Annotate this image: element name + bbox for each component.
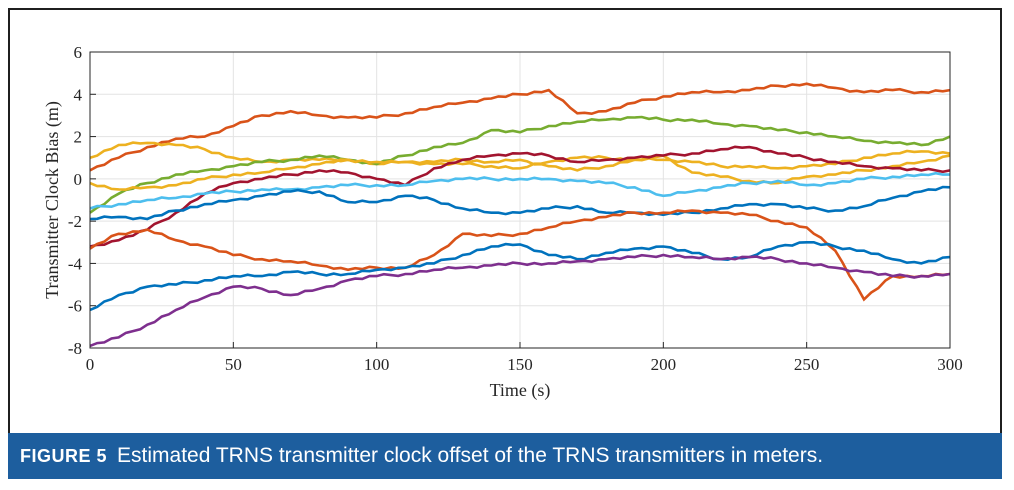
series-lines bbox=[89, 82, 951, 348]
y-tick-label: 2 bbox=[74, 128, 83, 147]
series-line-10 bbox=[89, 253, 951, 348]
series-line-8 bbox=[89, 209, 951, 302]
y-tick-label: 0 bbox=[74, 170, 83, 189]
series-line-7 bbox=[89, 185, 951, 221]
ticks: 0 50 100 150 200 250 300 -8 -6 -4 -2 0 2 4 6 bbox=[68, 43, 963, 374]
series-line-1 bbox=[89, 82, 951, 172]
y-tick-label: -6 bbox=[68, 297, 82, 316]
y-axis-label: Transmitter Clock Bias (m) bbox=[42, 101, 63, 299]
x-tick-label: 300 bbox=[937, 355, 963, 374]
y-tick-label: -4 bbox=[68, 254, 83, 273]
series-line-4 bbox=[89, 154, 951, 191]
x-tick-label: 50 bbox=[225, 355, 242, 374]
x-tick-label: 250 bbox=[794, 355, 820, 374]
y-tick-label: 6 bbox=[74, 43, 83, 62]
x-axis-label: Time (s) bbox=[490, 380, 551, 401]
x-tick-label: 150 bbox=[507, 355, 533, 374]
caption-text: Estimated TRNS transmitter clock offset … bbox=[117, 444, 824, 467]
series-line-9 bbox=[89, 241, 951, 312]
x-tick-label: 100 bbox=[364, 355, 390, 374]
series-line-3 bbox=[89, 115, 951, 214]
x-tick-label: 0 bbox=[86, 355, 95, 374]
series-line-6 bbox=[89, 171, 950, 210]
series-line-5 bbox=[89, 145, 951, 248]
y-tick-label: -8 bbox=[68, 339, 82, 358]
y-tick-label: -2 bbox=[68, 212, 82, 231]
series-line-2 bbox=[89, 141, 951, 172]
y-tick-label: 4 bbox=[74, 85, 83, 104]
caption-label: FIGURE 5 bbox=[20, 445, 108, 466]
figure-caption: FIGURE 5 Estimated TRNS transmitter cloc… bbox=[8, 433, 1002, 479]
x-tick-label: 200 bbox=[651, 355, 677, 374]
